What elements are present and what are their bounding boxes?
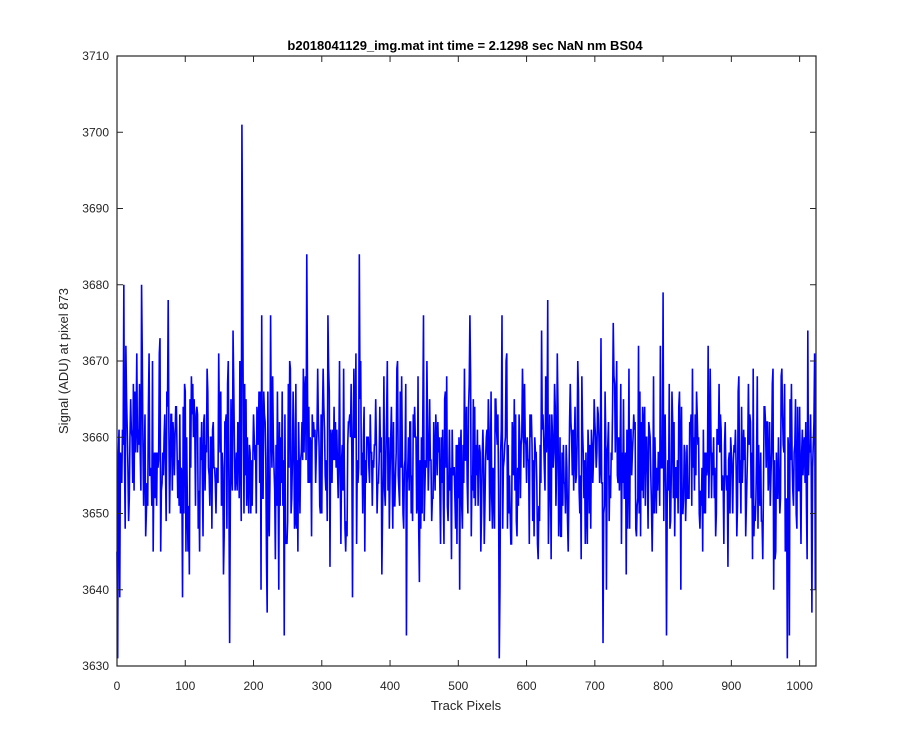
x-tick-label: 300 — [312, 679, 332, 693]
x-tick-label: 600 — [517, 679, 537, 693]
x-tick-label: 400 — [380, 679, 400, 693]
series-group — [116, 124, 817, 659]
y-tick-label: 3700 — [82, 125, 109, 139]
x-tick-label: 100 — [175, 679, 195, 693]
x-axis-label: Track Pixels — [431, 698, 502, 713]
x-tick-label: 500 — [448, 679, 468, 693]
chart-title: b2018041129_img.mat int time = 2.1298 se… — [287, 38, 643, 53]
y-tick-label: 3630 — [82, 659, 109, 673]
x-tick-label: 800 — [653, 679, 673, 693]
x-tick-label: 200 — [244, 679, 264, 693]
y-tick-label: 3710 — [82, 49, 109, 63]
ticks-group: 0 100 200 300 400 500 600 700 800 900 1000 3630 3640… — [82, 49, 816, 693]
y-tick-label: 3650 — [82, 507, 109, 521]
x-tick-label: 1000 — [786, 679, 813, 693]
y-axis-label: Signal (ADU) at pixel 873 — [56, 288, 71, 434]
plot-area — [117, 56, 816, 666]
y-tick-label: 3680 — [82, 278, 109, 292]
series-line — [116, 124, 817, 659]
y-tick-label: 3690 — [82, 202, 109, 216]
y-tick-label: 3670 — [82, 354, 109, 368]
plot-frame — [116, 55, 817, 667]
x-tick-label: 900 — [721, 679, 741, 693]
y-tick-label: 3640 — [82, 583, 109, 597]
x-tick-label: 0 — [114, 679, 121, 693]
y-tick-label: 3660 — [82, 430, 109, 444]
x-tick-label: 700 — [585, 679, 605, 693]
